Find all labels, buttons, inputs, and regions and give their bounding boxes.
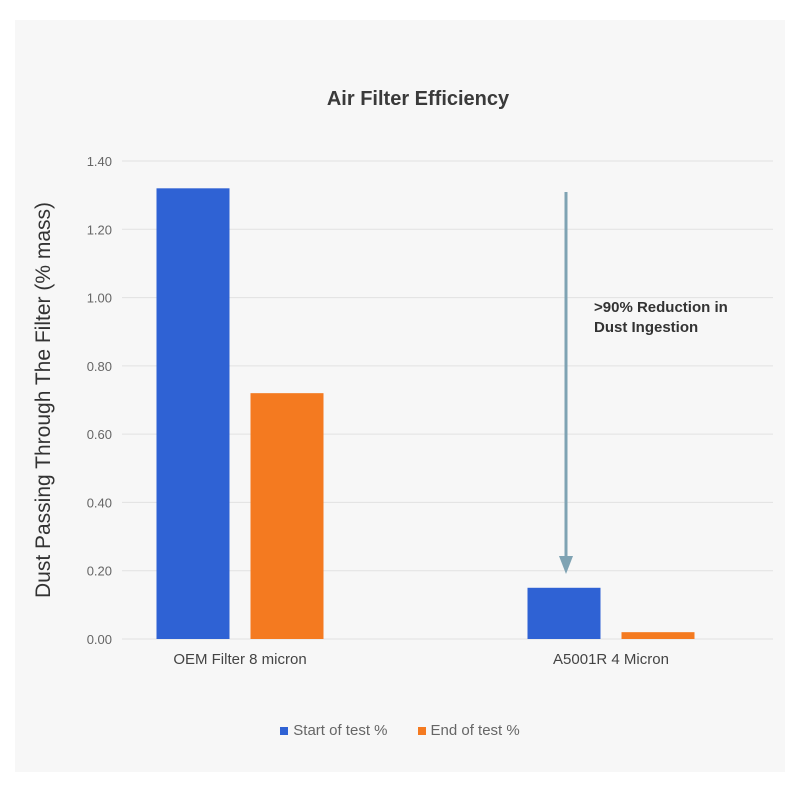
chart-panel bbox=[15, 20, 785, 772]
bar-end-1 bbox=[621, 632, 695, 639]
y-tick-label: 0.20 bbox=[87, 564, 112, 579]
legend-item-end: End of test % bbox=[417, 722, 520, 739]
legend-swatch-end bbox=[417, 726, 426, 735]
bar-start-0 bbox=[156, 188, 230, 640]
legend-item-start: Start of test % bbox=[280, 722, 388, 739]
annotation-text: Dust Ingestion bbox=[594, 319, 698, 336]
chart-title: Air Filter Efficiency bbox=[327, 88, 510, 110]
legend: Start of test % End of test % bbox=[0, 722, 800, 739]
bar-end-0 bbox=[250, 393, 324, 639]
legend-swatch-start bbox=[280, 726, 289, 735]
y-tick-label: 0.60 bbox=[87, 427, 112, 442]
y-tick-label: 0.80 bbox=[87, 359, 112, 374]
x-tick-label: A5001R 4 Micron bbox=[553, 651, 669, 668]
y-axis-label: Dust Passing Through The Filter (% mass) bbox=[32, 202, 55, 598]
annotation-arrow-head bbox=[559, 556, 573, 574]
y-tick-label: 0.00 bbox=[87, 632, 112, 647]
annotation-text: >90% Reduction in bbox=[594, 299, 728, 316]
y-tick-label: 1.40 bbox=[87, 154, 112, 169]
bar-start-1 bbox=[527, 587, 601, 639]
x-tick-label: OEM Filter 8 micron bbox=[173, 651, 306, 668]
y-tick-label: 1.00 bbox=[87, 291, 112, 306]
legend-label-end: End of test % bbox=[430, 722, 520, 739]
legend-label-start: Start of test % bbox=[293, 722, 388, 739]
y-tick-label: 0.40 bbox=[87, 495, 112, 510]
y-tick-label: 1.20 bbox=[87, 222, 112, 237]
